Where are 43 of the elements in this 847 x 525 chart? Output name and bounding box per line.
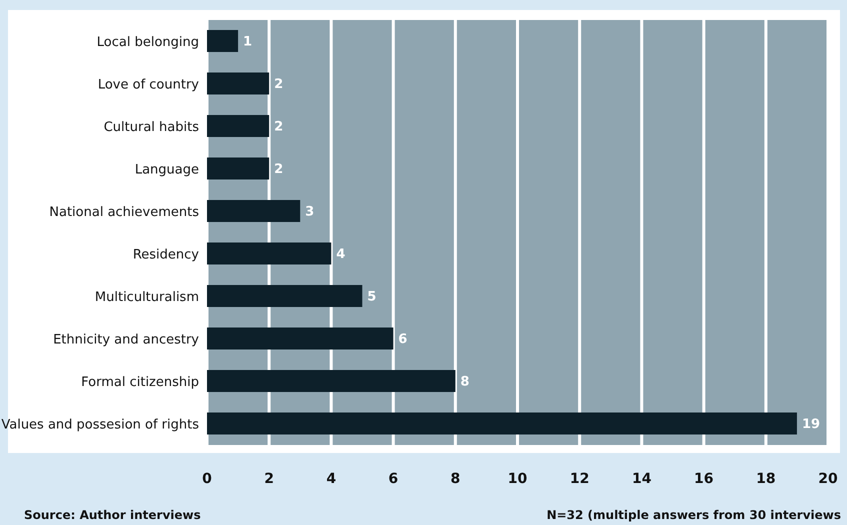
x-tick-label: 18 bbox=[756, 471, 776, 487]
bar bbox=[207, 285, 362, 307]
y-tick-label: Language bbox=[134, 162, 199, 178]
data-label: 6 bbox=[398, 332, 408, 348]
x-tick-label: 4 bbox=[326, 471, 336, 487]
data-label: 3 bbox=[305, 204, 314, 220]
bar bbox=[207, 200, 300, 222]
bar bbox=[207, 115, 270, 137]
bar bbox=[207, 242, 332, 264]
x-tick-label: 6 bbox=[388, 471, 398, 487]
bar bbox=[207, 412, 797, 434]
bar bbox=[207, 30, 238, 52]
x-tick-label: 10 bbox=[508, 471, 528, 487]
data-label: 5 bbox=[367, 290, 376, 305]
bar bbox=[207, 72, 270, 94]
data-label: 2 bbox=[274, 162, 284, 178]
bar bbox=[207, 158, 270, 180]
x-tick-label: 0 bbox=[202, 471, 212, 487]
x-tick-label: 20 bbox=[818, 471, 838, 487]
data-label: 2 bbox=[274, 120, 284, 135]
data-label: 8 bbox=[460, 374, 470, 390]
y-tick-label: Formal citizenship bbox=[81, 374, 199, 390]
data-label: 2 bbox=[274, 77, 284, 92]
data-label: 1 bbox=[243, 34, 252, 50]
x-tick-label: 12 bbox=[570, 471, 590, 487]
y-tick-label: National achievements bbox=[49, 204, 200, 220]
data-label: 19 bbox=[802, 417, 820, 432]
source-note: Source: Author interviews bbox=[24, 508, 201, 522]
x-tick-label: 2 bbox=[264, 471, 274, 487]
bar bbox=[207, 370, 456, 392]
y-tick-label: Multiculturalism bbox=[94, 290, 199, 305]
x-tick-label: 8 bbox=[450, 471, 460, 487]
bar bbox=[207, 328, 394, 350]
y-tick-label: Values and possesion of rights bbox=[1, 417, 200, 432]
text: N=32 (multiple answers from 30 interviews bbox=[546, 508, 841, 522]
y-tick-label: Local belonging bbox=[96, 34, 199, 50]
y-tick-label: Love of country bbox=[98, 77, 200, 92]
y-tick-label: Ethnicity and ancestry bbox=[53, 332, 200, 348]
data-label: 4 bbox=[336, 247, 346, 262]
x-tick-label: 14 bbox=[632, 471, 652, 487]
y-tick-label: Cultural habits bbox=[104, 120, 200, 135]
x-tick-label: 16 bbox=[694, 471, 714, 487]
y-tick-label: Residency bbox=[132, 247, 200, 262]
